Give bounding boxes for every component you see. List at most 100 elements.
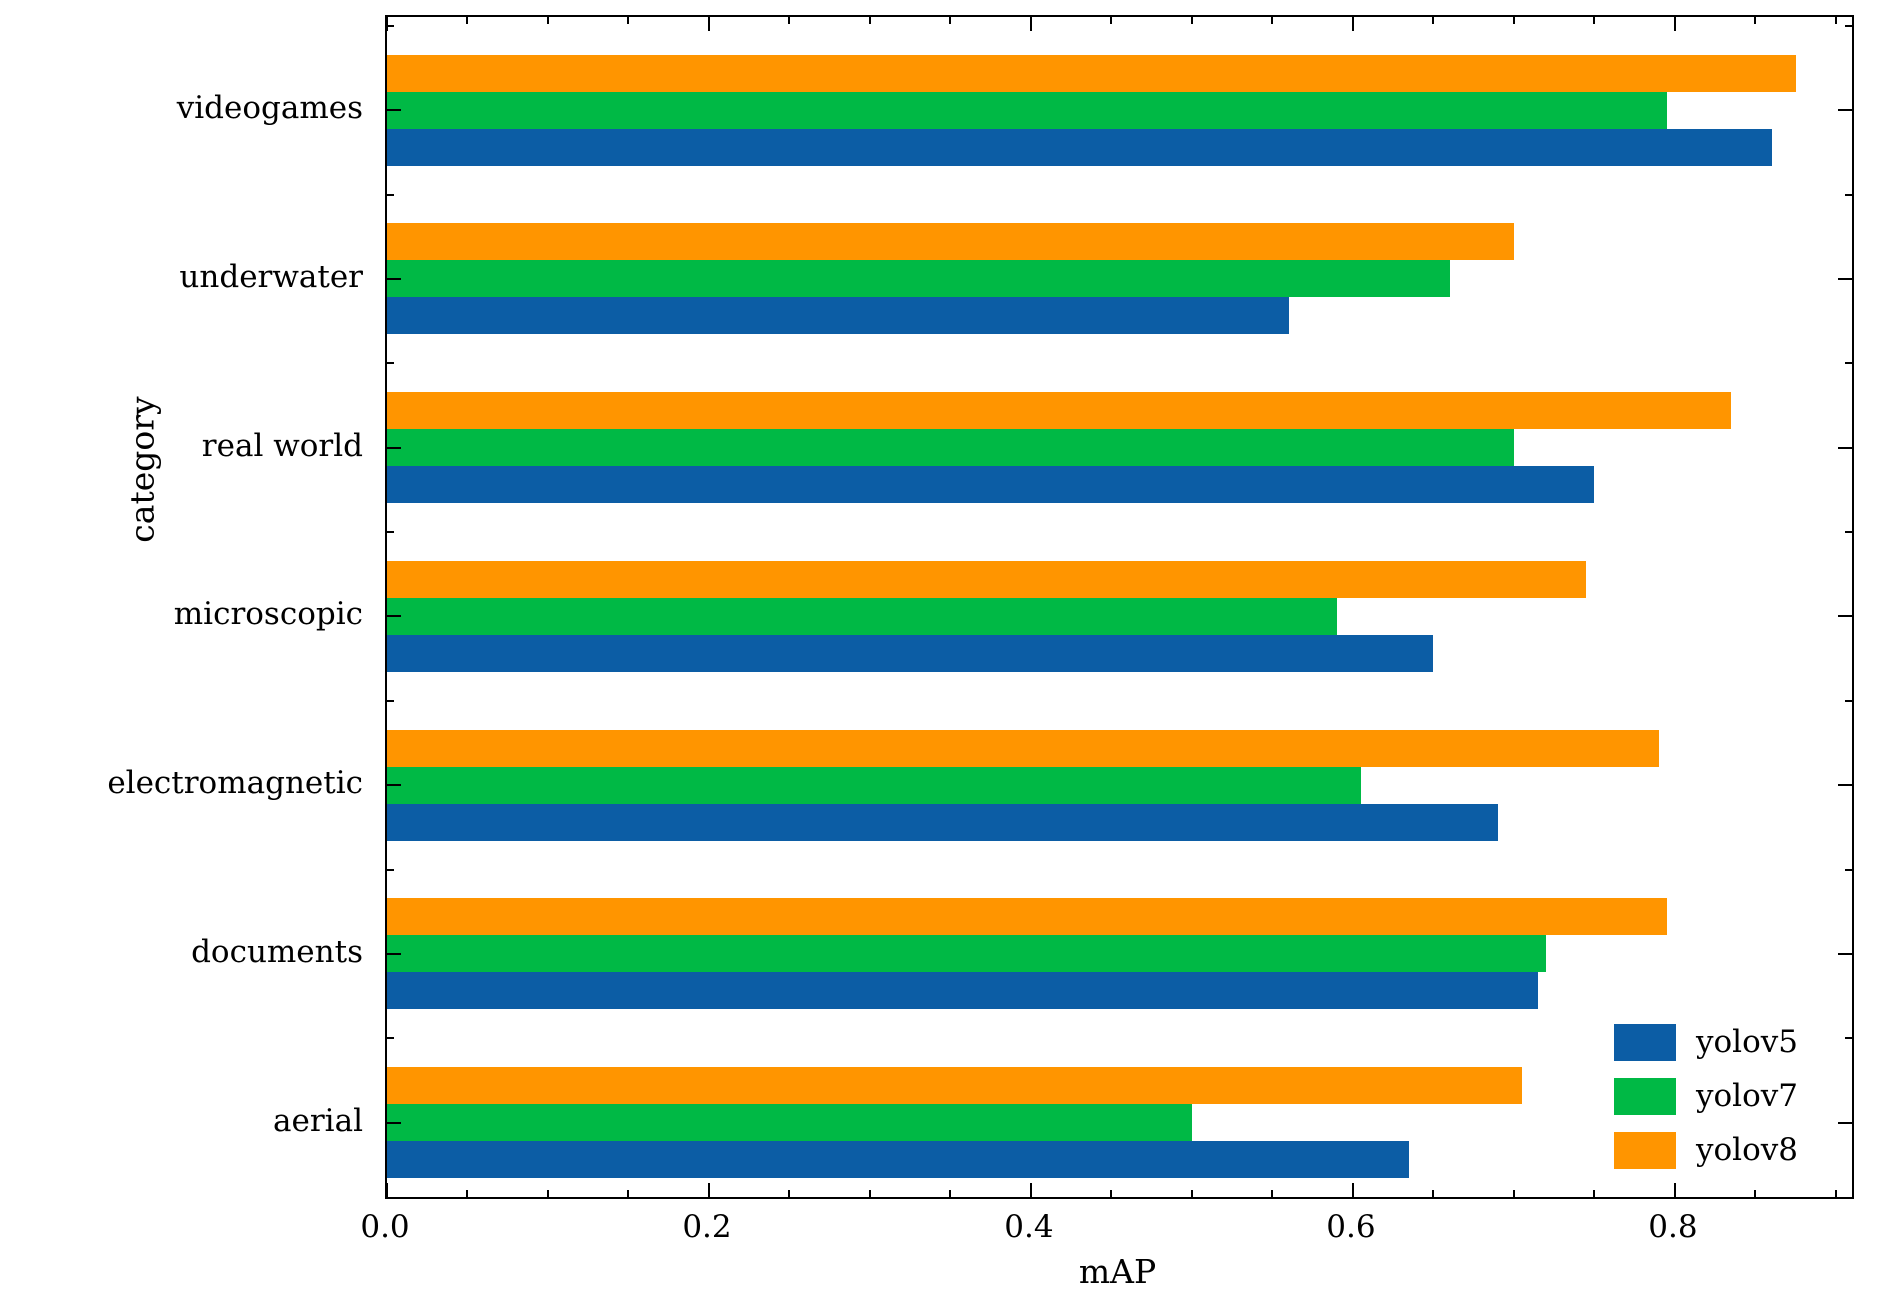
bar-yolov7 [387,429,1514,467]
bar-yolov8 [387,392,1732,430]
bar-yolov7 [387,1104,1192,1142]
bar-yolov7 [387,260,1450,298]
y-major-tick [1838,615,1852,618]
y-axis-label: category [122,396,162,543]
y-minor-tick [1845,24,1852,27]
legend: yolov5 yolov7 yolov8 [1606,1018,1806,1175]
y-major-tick [1838,952,1852,955]
legend-entry-yolov5: yolov5 [1614,1024,1798,1061]
x-minor-tick [546,17,549,24]
bar-yolov8 [387,54,1796,92]
y-minor-tick [1845,699,1852,702]
bar-yolov8 [387,560,1587,598]
y-minor-tick [387,24,394,27]
bar-yolov7 [387,91,1667,129]
y-tick-label: documents [191,933,363,970]
y-major-tick [387,1121,401,1124]
plot-area: yolov5 yolov7 yolov8 [385,15,1854,1199]
x-minor-tick [1190,17,1193,24]
y-minor-tick [1845,531,1852,534]
y-minor-tick [387,868,394,871]
x-major-tick [1351,17,1354,31]
x-minor-tick [868,17,871,24]
y-tick-label: videogames [176,90,363,127]
x-minor-tick [1512,1190,1515,1197]
bar-yolov5 [387,128,1772,166]
x-minor-tick [1432,1190,1435,1197]
y-tick-label: microscopic [173,596,363,633]
y-minor-tick [387,193,394,196]
y-major-tick [387,615,401,618]
legend-swatch-yolov7 [1614,1078,1676,1115]
x-minor-tick [1110,17,1113,24]
bar-yolov8 [387,898,1667,936]
x-minor-tick [1512,17,1515,24]
x-minor-tick [1834,17,1837,24]
x-major-tick [707,1183,710,1197]
x-minor-tick [627,17,630,24]
y-major-tick [387,784,401,787]
x-tick-label: 0.8 [1648,1209,1698,1245]
y-major-tick [1838,446,1852,449]
x-minor-tick [466,1190,469,1197]
x-major-tick [386,1183,388,1197]
bar-yolov7 [387,597,1337,635]
y-major-tick [1838,277,1852,280]
legend-label-yolov5: yolov5 [1696,1024,1798,1060]
bar-yolov8 [387,729,1659,767]
x-major-tick [1673,17,1676,31]
y-minor-tick [387,362,394,365]
y-major-tick [387,952,401,955]
x-minor-tick [1190,1190,1193,1197]
x-major-tick [386,17,388,31]
x-minor-tick [1432,17,1435,24]
y-minor-tick [1845,868,1852,871]
y-minor-tick [387,1037,394,1040]
y-major-tick [1838,109,1852,112]
y-minor-tick [1845,193,1852,196]
legend-entry-yolov7: yolov7 [1614,1078,1798,1115]
x-minor-tick [1593,17,1596,24]
y-major-tick [1838,1121,1852,1124]
bar-yolov8 [387,223,1514,261]
x-axis-label: mAP [1078,1252,1157,1291]
x-minor-tick [788,17,791,24]
x-minor-tick [466,17,469,24]
x-minor-tick [1593,1190,1596,1197]
bar-yolov8 [387,1067,1522,1105]
x-tick-label: 0.2 [682,1209,732,1245]
x-major-tick [1029,17,1032,31]
bar-yolov7 [387,766,1361,804]
x-tick-label: 0.4 [1004,1209,1054,1245]
y-minor-tick [387,699,394,702]
bar-yolov5 [387,803,1498,841]
x-major-tick [707,17,710,31]
bar-yolov7 [387,935,1547,973]
x-tick-label: 0.0 [360,1209,410,1245]
y-major-tick [387,109,401,112]
y-major-tick [1838,784,1852,787]
y-tick-label: electromagnetic [107,765,363,802]
x-minor-tick [788,1190,791,1197]
legend-label-yolov8: yolov8 [1696,1132,1798,1168]
legend-entry-yolov8: yolov8 [1614,1132,1798,1169]
x-major-tick [1029,1183,1032,1197]
x-minor-tick [1110,1190,1113,1197]
x-minor-tick [949,17,952,24]
x-minor-tick [627,1190,630,1197]
y-major-tick [387,446,401,449]
x-major-tick [1351,1183,1354,1197]
legend-label-yolov7: yolov7 [1696,1078,1798,1114]
legend-swatch-yolov8 [1614,1132,1676,1169]
y-minor-tick [1845,362,1852,365]
y-tick-label: underwater [179,258,363,295]
x-minor-tick [1754,17,1757,24]
x-minor-tick [949,1190,952,1197]
x-minor-tick [1271,1190,1274,1197]
y-minor-tick [387,531,394,534]
x-minor-tick [868,1190,871,1197]
x-minor-tick [1271,17,1274,24]
bar-yolov5 [387,634,1434,672]
y-major-tick [387,277,401,280]
